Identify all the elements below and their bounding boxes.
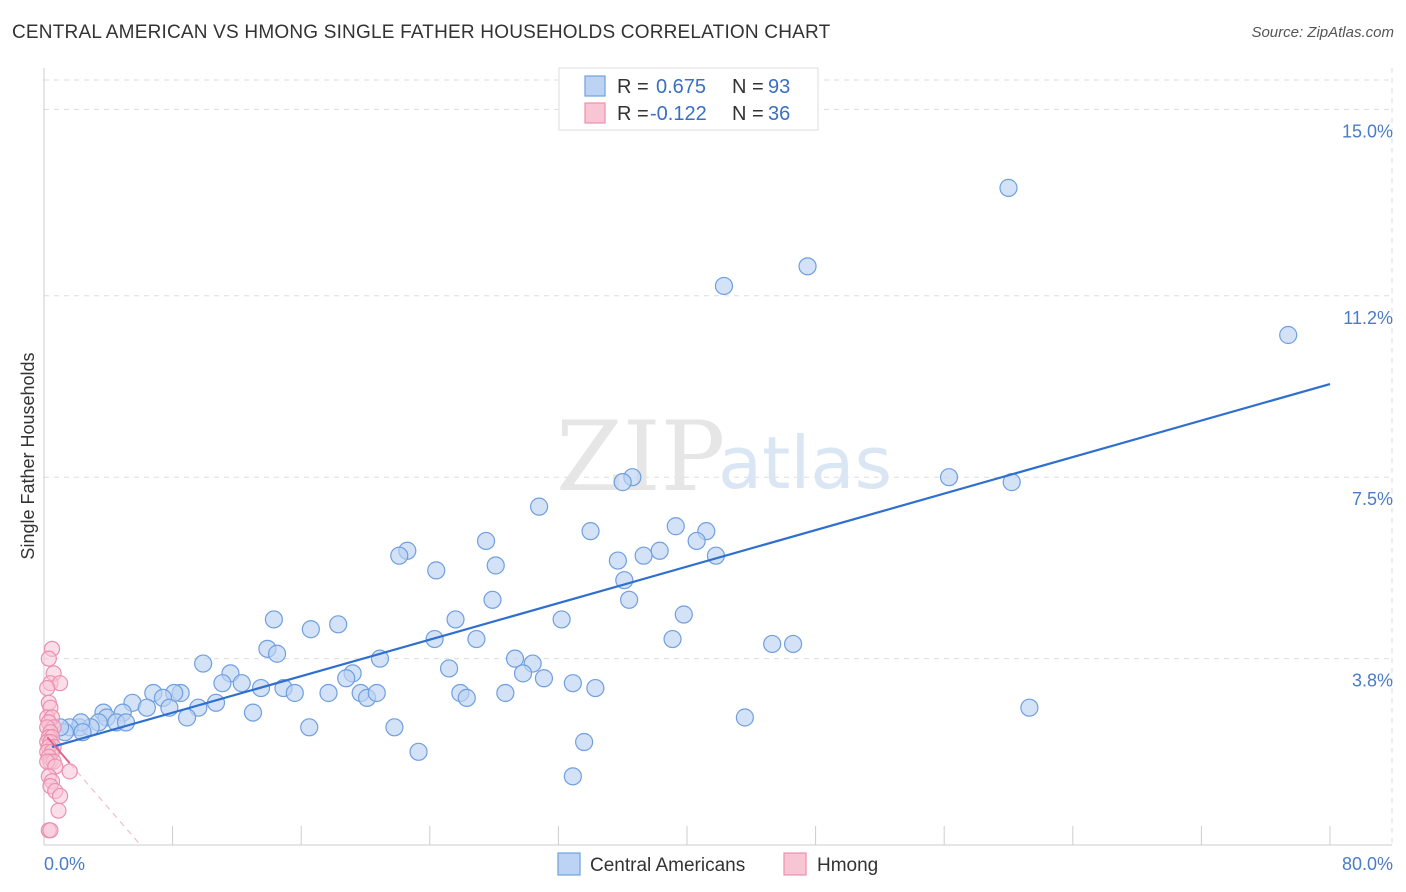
data-point (563, 767, 582, 786)
bottom-legend-swatch-hmong (783, 852, 807, 876)
data-point (650, 541, 669, 560)
ticks-layer: 3.8% 7.5% 11.2% 15.0% 0.0% 80.0% (44, 121, 1393, 874)
data-point (51, 787, 69, 805)
data-point (505, 649, 525, 668)
legend-r-label: R = (617, 103, 649, 125)
bottom-legend: Central Americans Hmong (557, 852, 878, 876)
trend-line-hmong (46, 736, 71, 764)
watermark-zip: ZIP (556, 401, 725, 513)
points-layer (39, 178, 1298, 839)
data-point (1020, 698, 1039, 717)
data-point (552, 610, 571, 629)
data-point (666, 517, 685, 536)
data-point (581, 522, 600, 541)
legend-swatch-central-americans (584, 75, 606, 97)
data-point (61, 763, 78, 780)
data-point (427, 561, 446, 580)
data-point (367, 683, 386, 703)
data-point (999, 178, 1018, 197)
data-point (409, 742, 428, 761)
data-point (243, 703, 263, 722)
legend-r-label: R = (617, 76, 649, 98)
legend-n-label: N = (732, 103, 764, 125)
data-point (319, 683, 338, 703)
y-axis-label: Single Father Households (18, 352, 38, 559)
data-point (267, 644, 287, 663)
data-point (663, 629, 682, 649)
data-point (939, 468, 959, 487)
data-point (194, 654, 213, 673)
data-point (232, 674, 251, 693)
data-point (40, 650, 57, 667)
watermark: ZIP atlas (556, 401, 892, 513)
series-hmong (39, 640, 78, 839)
data-point (634, 546, 653, 565)
data-point (467, 629, 486, 649)
bottom-legend-swatch-central-americans (557, 852, 581, 876)
data-point (615, 571, 634, 590)
source-label: Source: ZipAtlas.com (1251, 24, 1394, 41)
y-tick-label: 7.5% (1352, 489, 1393, 509)
trend-line-hmong-extension (69, 762, 141, 846)
data-point (137, 698, 156, 717)
y-tick-label: 11.2% (1343, 308, 1393, 328)
trend-line-central-americans (51, 382, 1331, 748)
data-point (798, 257, 817, 276)
x-tick-label: 80.0% (1342, 854, 1393, 874)
data-point (735, 708, 754, 727)
x-tick-label: 0.0% (44, 854, 85, 874)
legend-n-label: N = (732, 76, 764, 98)
trend-layer (46, 382, 1331, 846)
data-point (513, 664, 533, 683)
data-point (714, 276, 734, 296)
legend-n-value: 36 (768, 103, 790, 125)
data-point (337, 669, 356, 688)
data-point (213, 674, 232, 693)
data-point (50, 802, 67, 819)
watermark-atlas: atlas (718, 421, 892, 505)
data-point (300, 718, 319, 737)
data-point (39, 679, 56, 697)
data-point (285, 683, 304, 703)
data-point (563, 674, 582, 693)
top-legend: R = 0.675 N = 93 R = -0.122 N = 36 (558, 67, 819, 131)
data-point (385, 718, 404, 737)
data-point (264, 610, 283, 629)
legend-r-value: 0.675 (656, 76, 706, 98)
data-point (613, 473, 632, 492)
legend-swatch-hmong (584, 102, 606, 124)
data-point (457, 688, 476, 707)
series-central-americans (50, 178, 1298, 786)
legend-n-value: 93 (768, 76, 790, 98)
y-tick-label: 3.8% (1352, 671, 1393, 691)
data-point (608, 551, 627, 570)
bottom-legend-label: Hmong (817, 855, 878, 876)
data-point (496, 683, 515, 703)
data-point (674, 605, 693, 624)
data-point (483, 590, 502, 609)
data-point (687, 531, 706, 551)
data-point (329, 615, 348, 634)
y-tick-label: 15.0% (1342, 121, 1393, 141)
data-point (1279, 325, 1298, 345)
chart-title: CENTRAL AMERICAN VS HMONG SINGLE FATHER … (12, 22, 831, 43)
data-point (42, 822, 59, 839)
data-point (177, 708, 197, 727)
data-point (620, 590, 639, 609)
data-point (439, 659, 459, 678)
data-point (486, 556, 505, 575)
data-point (530, 497, 549, 516)
data-point (575, 732, 594, 752)
data-point (586, 678, 605, 698)
data-point (763, 634, 782, 654)
data-point (476, 531, 496, 551)
data-point (783, 634, 803, 654)
data-point (390, 546, 409, 565)
data-point (446, 610, 465, 629)
bottom-legend-label: Central Americans (590, 855, 745, 876)
data-point (301, 620, 320, 639)
legend-r-value: -0.122 (650, 103, 707, 125)
data-point (534, 669, 554, 688)
